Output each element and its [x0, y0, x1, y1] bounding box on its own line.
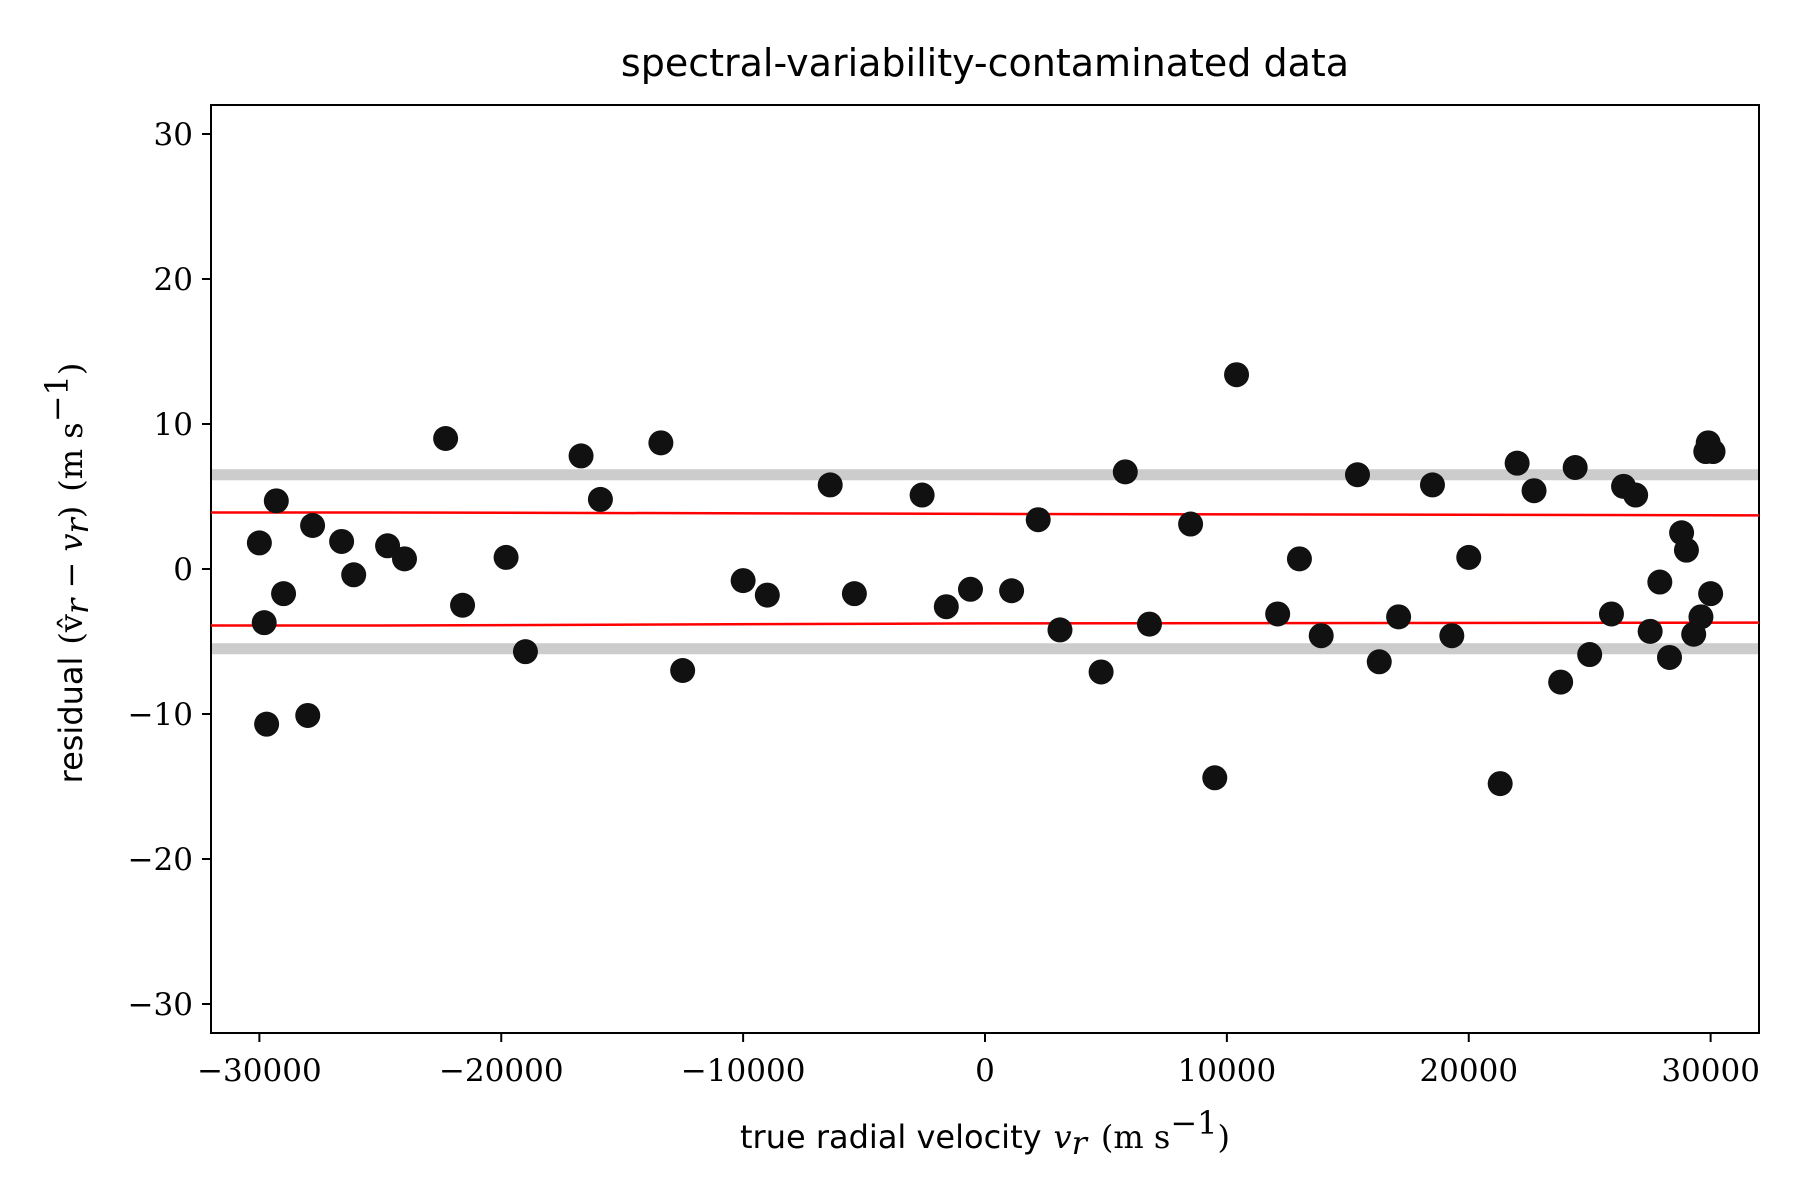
x-tick-label: 30000: [1661, 1053, 1760, 1089]
data-point: [433, 426, 459, 451]
plot-area: [210, 104, 1760, 1034]
x-axis-label: true radial velocity vr (m s−1): [740, 1104, 1230, 1162]
y-axis-ticks: −30 −20 −10 0 10 20 30: [128, 117, 211, 1023]
data-point: [263, 488, 289, 514]
y-tick-label: 30: [154, 117, 193, 153]
y-tick-label: −10: [128, 697, 193, 733]
data-point: [957, 576, 983, 602]
data-point: [1386, 604, 1412, 630]
data-point: [1700, 439, 1726, 465]
data-point: [1657, 644, 1683, 670]
data-point: [300, 513, 326, 538]
data-point: [295, 702, 321, 728]
data-point: [670, 658, 696, 683]
data-point: [1202, 765, 1228, 791]
y-axis-label: residual (v̂r − vr) (m s−1): [38, 363, 96, 784]
data-point: [1562, 455, 1588, 480]
data-point: [1224, 362, 1250, 388]
data-point: [1286, 546, 1312, 572]
data-point: [1366, 649, 1392, 675]
data-point: [1265, 601, 1291, 627]
data-point: [1577, 642, 1603, 668]
data-point: [1178, 511, 1204, 537]
data-point: [254, 711, 280, 737]
y-tick-label: 0: [173, 552, 193, 588]
data-point: [754, 582, 780, 608]
data-point: [730, 568, 756, 594]
data-point: [1521, 478, 1547, 504]
x-tick-label: −10000: [681, 1053, 806, 1089]
data-point: [1308, 623, 1334, 649]
data-point: [999, 578, 1025, 604]
data-point: [1504, 450, 1530, 476]
data-point: [1487, 771, 1513, 797]
data-point: [1688, 604, 1714, 630]
axes-frame: [210, 104, 1760, 1034]
x-tick-label: −30000: [197, 1053, 322, 1089]
data-point: [909, 482, 935, 508]
data-point: [512, 639, 538, 665]
data-point: [841, 581, 867, 607]
data-point: [246, 530, 272, 556]
red-lines: [211, 511, 1760, 627]
chart-title: spectral-variability-contaminated data: [621, 41, 1349, 85]
data-point: [1673, 537, 1699, 563]
gray-bands: [212, 469, 1758, 655]
x-tick-label: 10000: [1178, 1053, 1277, 1089]
data-point: [1439, 623, 1465, 649]
data-point: [1025, 507, 1051, 533]
data-point: [568, 443, 594, 469]
data-point: [1456, 544, 1482, 570]
data-point: [1548, 669, 1574, 695]
data-point: [251, 610, 277, 636]
data-point: [271, 581, 297, 607]
data-point: [1419, 472, 1445, 498]
data-point: [1088, 659, 1114, 685]
data-point: [1598, 601, 1624, 627]
data-point: [1344, 462, 1370, 488]
data-point: [1047, 617, 1073, 643]
data-point: [1698, 581, 1724, 607]
x-tick-label: 0: [975, 1053, 995, 1089]
red-line-1: [211, 621, 1760, 627]
y-tick-label: 10: [154, 407, 193, 443]
data-point: [1112, 459, 1138, 485]
data-point: [493, 544, 519, 570]
y-tick-label: −30: [128, 987, 193, 1023]
x-tick-label: −20000: [439, 1053, 564, 1089]
data-point: [1647, 569, 1673, 595]
y-tick-label: −20: [128, 842, 193, 878]
x-axis-ticks: −30000 −20000 −10000 0 10000 20000 30000: [197, 1033, 1760, 1089]
data-point: [392, 546, 417, 572]
x-tick-label: 20000: [1419, 1053, 1518, 1089]
data-point: [648, 430, 674, 456]
data-point: [375, 533, 401, 559]
data-point: [329, 528, 355, 554]
y-tick-label: 20: [154, 262, 193, 298]
data-point: [1637, 618, 1663, 644]
data-point: [1623, 482, 1649, 508]
data-point: [341, 562, 367, 588]
data-point: [587, 486, 613, 512]
data-point: [933, 594, 959, 620]
data-point: [450, 592, 476, 618]
data-point: [1136, 611, 1162, 637]
data-point: [817, 472, 843, 498]
data-points: [246, 362, 1726, 797]
red-line-0: [211, 511, 1760, 517]
